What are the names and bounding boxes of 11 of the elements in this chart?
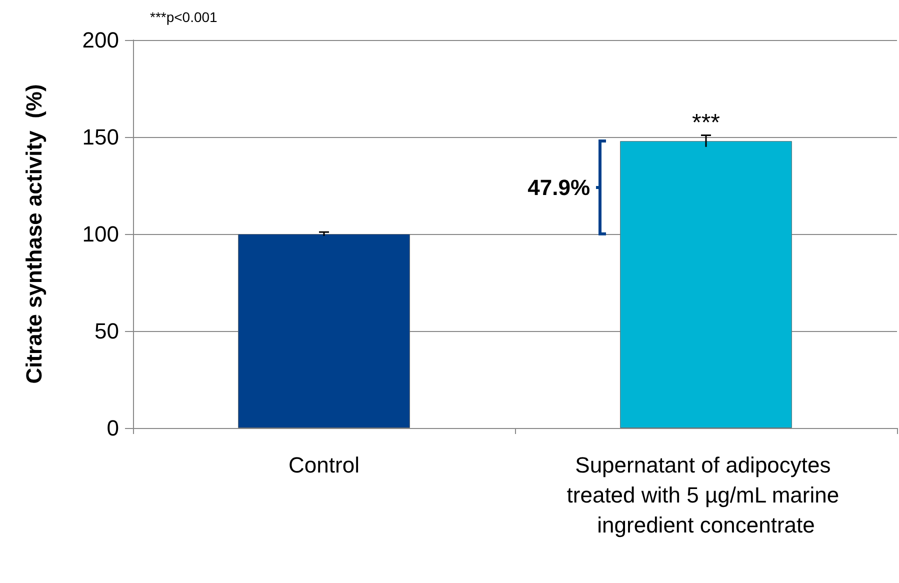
text: ***p<0.001 (150, 9, 218, 25)
y-tick-label: 100 (82, 222, 119, 246)
x-tick-label: Control (288, 452, 360, 478)
annotation: *** (692, 110, 720, 137)
y-tick-label: 0 (106, 416, 119, 440)
y-tick-label: 50 (94, 318, 119, 344)
y-tick-label: 200 (82, 28, 119, 52)
x-tick-label: Supernatant of adipocytes treated with 5 µg/mL marine ingredient concentrate (566, 452, 846, 538)
y-tick-label: 150 (82, 124, 119, 150)
annotation: 47.9% (528, 175, 590, 200)
y-axis-title: Citrate synthase activity (%) (22, 84, 46, 384)
